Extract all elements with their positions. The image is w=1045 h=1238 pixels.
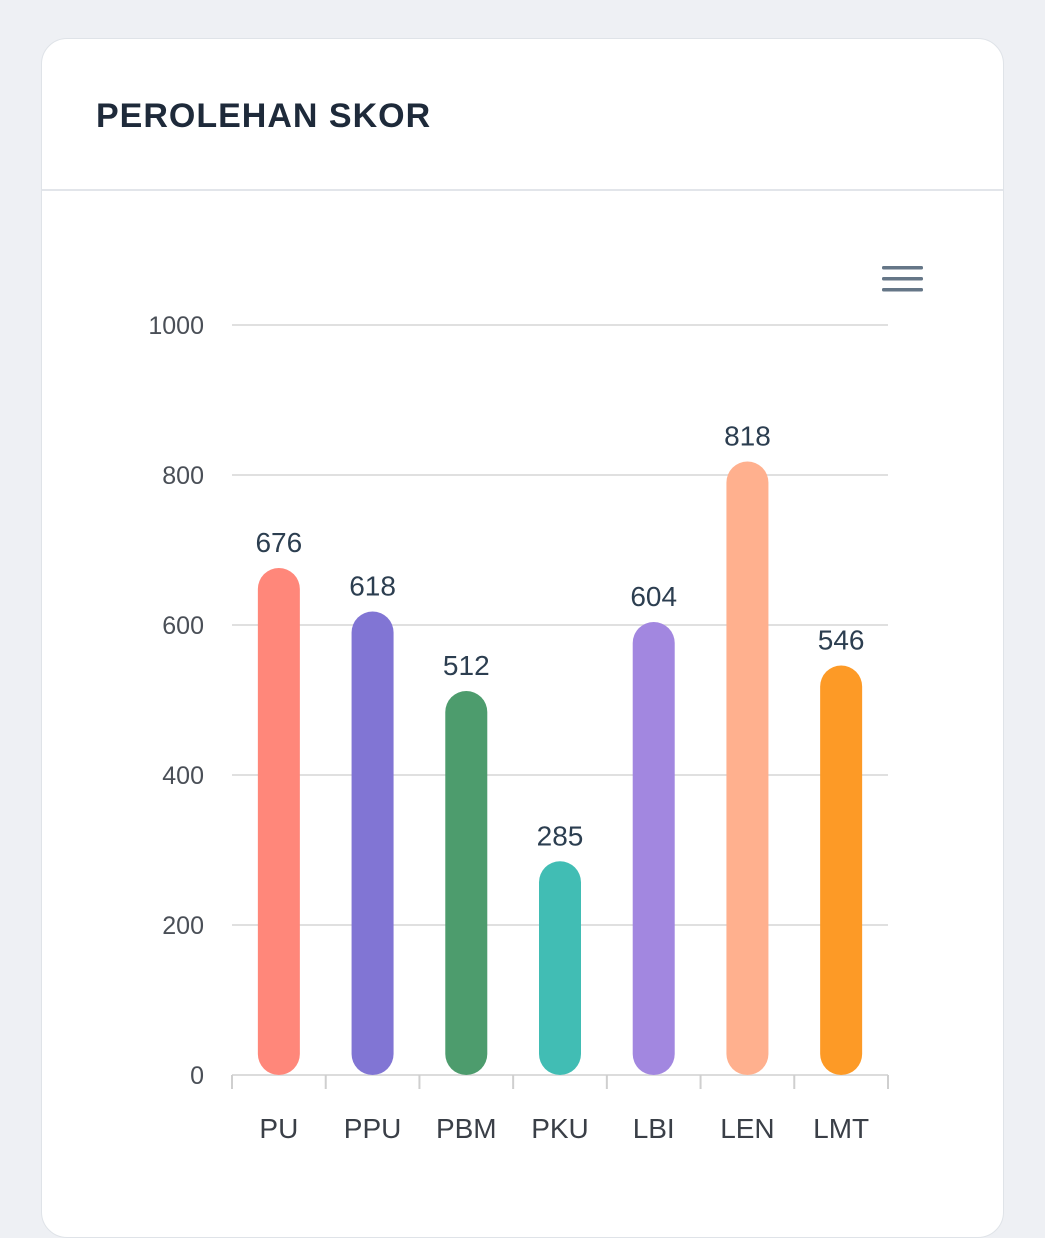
card-title: PEROLEHAN SKOR [96, 96, 432, 135]
data-labels: 676 618 512 285 604 818 546 [255, 421, 864, 852]
y-tick-label: 800 [162, 462, 204, 490]
data-label-len: 818 [724, 421, 771, 452]
bar-lmt[interactable] [820, 665, 863, 1076]
bars [257, 461, 863, 1076]
y-tick-label: 0 [190, 1062, 204, 1090]
data-label-ppu: 618 [349, 571, 396, 602]
x-axis [231, 1074, 889, 1089]
y-tick-label: 600 [162, 612, 204, 640]
x-tick-label: LMT [813, 1113, 869, 1144]
data-label-pbm: 512 [443, 650, 490, 681]
x-tick-label: PU [259, 1113, 298, 1144]
data-label-lbi: 604 [630, 581, 677, 612]
x-tick-label: PPU [344, 1113, 402, 1144]
x-tick-label: LBI [633, 1113, 675, 1144]
x-tick-label: PKU [531, 1113, 589, 1144]
x-axis-ticks: PU PPU PBM PKU LBI LEN LMT [259, 1113, 869, 1144]
bar-pku[interactable] [539, 861, 581, 1075]
grid-lines [232, 324, 888, 926]
data-label-pu: 676 [255, 527, 302, 558]
hamburger-menu-icon[interactable] [874, 258, 930, 302]
x-tick-label: LEN [720, 1113, 774, 1144]
y-axis-ticks: 0 200 400 600 800 1000 [148, 312, 204, 1090]
y-tick-label: 400 [162, 762, 204, 790]
bar-lbi[interactable] [632, 622, 675, 1075]
data-label-pku: 285 [537, 820, 584, 851]
x-tick-label: PBM [436, 1113, 497, 1144]
y-tick-label: 200 [162, 912, 204, 940]
bar-pu[interactable] [257, 568, 300, 1075]
data-label-lmt: 546 [818, 625, 865, 656]
bar-ppu[interactable] [351, 611, 394, 1076]
bar-pbm[interactable] [445, 691, 488, 1075]
score-card: PEROLEHAN SKOR [41, 38, 1004, 1238]
bar-len[interactable] [726, 461, 769, 1076]
y-tick-label: 1000 [148, 312, 204, 340]
card-header: PEROLEHAN SKOR [42, 39, 1003, 191]
